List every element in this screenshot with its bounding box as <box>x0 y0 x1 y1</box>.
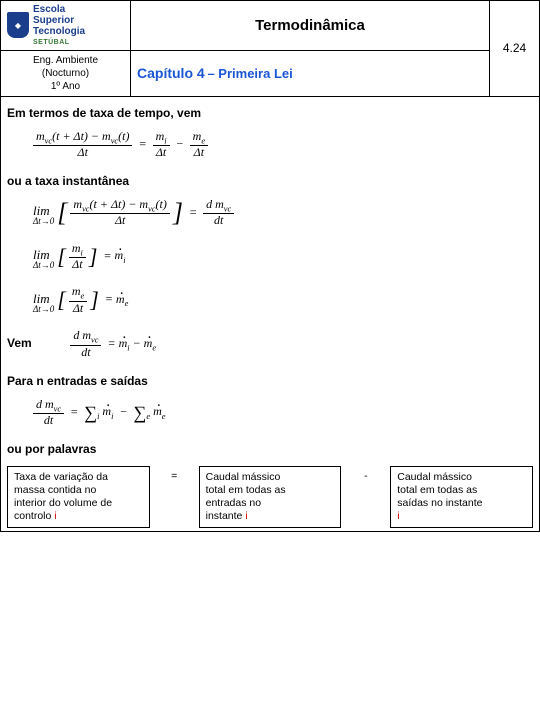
box1-l3: interior do volume de <box>14 497 143 510</box>
box3-l3: saídas no instante <box>397 497 526 510</box>
page-title: Termodinâmica <box>137 9 483 42</box>
logo-line2: Superior <box>33 15 85 26</box>
lim-icon: limΔt→0 <box>33 249 54 269</box>
chapter-title: – Primeira Lei <box>207 66 292 81</box>
chapter-number: Capítulo 4 <box>137 65 205 81</box>
box1-l4b: i <box>54 510 56 522</box>
dept-line3: 1º Ano <box>7 80 124 93</box>
eq-lim-mvc: limΔt→0 [ mvc(t + Δt) − mvc(t) Δt ] = d … <box>33 198 533 228</box>
dept-line2: (Nocturno) <box>7 67 124 80</box>
dept-line1: Eng. Ambiente <box>7 54 124 67</box>
chapter-cell: Capítulo 4 – Primeira Lei <box>131 50 490 96</box>
box2-l2: total em todas as <box>206 484 335 497</box>
page-frame: ◆ Escola Superior Tecnologia SETÚBAL Ter… <box>0 0 540 532</box>
box1-l4a: controlo <box>14 510 54 522</box>
content-area: Em termos de taxa de tempo, vem mvc(t + … <box>1 96 540 531</box>
equals-sign: = <box>149 466 199 528</box>
box2-l1: Caudal mássico <box>206 471 335 484</box>
eq-sum: d mvcdt = ∑i mi − ∑e me <box>33 398 533 428</box>
school-logo: ◆ Escola Superior Tecnologia SETÚBAL <box>7 4 124 47</box>
box-variation: Taxa de variação da massa contida no int… <box>8 466 150 528</box>
lim-icon: limΔt→0 <box>33 293 54 313</box>
line-taxa-tempo: Em termos de taxa de tempo, vem <box>7 106 533 120</box>
frac-me: meΔt <box>190 130 208 160</box>
box-inlet: Caudal mássico total em todas as entrada… <box>199 466 341 528</box>
eq-balance: d mvcdt = mi − me <box>70 336 156 350</box>
box2-l3: entradas no <box>206 497 335 510</box>
frac-lhs: mvc(t + Δt) − mvc(t) Δt <box>33 130 132 160</box>
eq-lim-mi: limΔt→0 [ miΔt ] = mi <box>33 242 533 272</box>
logo-sub: SETÚBAL <box>33 39 85 47</box>
line-n-entradas: Para n entradas e saídas <box>7 374 533 388</box>
box3-l4: i <box>397 510 526 523</box>
minus-sign: - <box>341 466 391 528</box>
frac-mi: miΔt <box>153 130 170 160</box>
box1-l2: massa contida no <box>14 484 143 497</box>
dept-cell: Eng. Ambiente (Nocturno) 1º Ano <box>1 50 131 96</box>
line-palavras: ou por palavras <box>7 442 533 456</box>
line-taxa-inst: ou a taxa instantânea <box>7 174 533 188</box>
logo-line3: Tecnologia <box>33 26 85 37</box>
page-number: 4.24 <box>490 1 540 97</box>
lim-icon: limΔt→0 <box>33 205 54 225</box>
eq-rate: mvc(t + Δt) − mvc(t) Δt = miΔt − meΔt <box>33 130 533 160</box>
box3-l1: Caudal mássico <box>397 471 526 484</box>
box1-l1: Taxa de variação da <box>14 471 143 484</box>
title-cell: Termodinâmica <box>131 1 490 51</box>
box-outlet: Caudal mássico total em todas as saídas … <box>391 466 533 528</box>
word-equation-table: Taxa de variação da massa contida no int… <box>7 466 533 529</box>
crest-icon: ◆ <box>7 12 29 38</box>
logo-cell: ◆ Escola Superior Tecnologia SETÚBAL <box>1 1 131 51</box>
box2-l4a: instante <box>206 510 246 522</box>
logo-line1: Escola <box>33 4 85 15</box>
eq-lim-me: limΔt→0 [ meΔt ] = me <box>33 285 533 315</box>
box2-l4b: i <box>245 510 247 522</box>
line-vem: Vem <box>7 336 67 350</box>
box3-l2: total em todas as <box>397 484 526 497</box>
